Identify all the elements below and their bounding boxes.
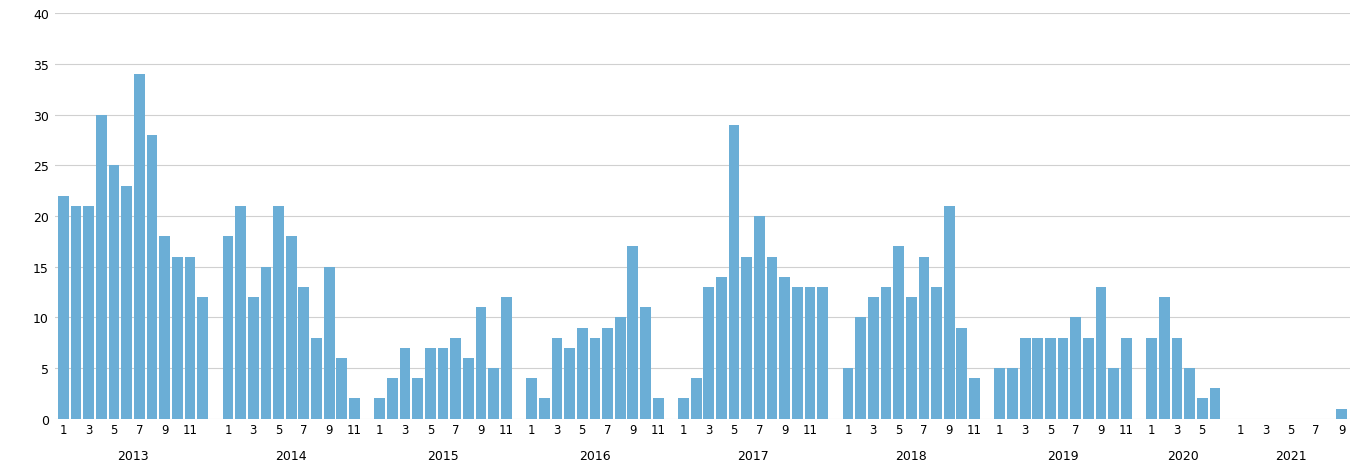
Bar xyxy=(501,298,512,419)
Bar xyxy=(286,237,296,419)
Bar xyxy=(83,207,94,419)
Bar xyxy=(653,399,663,419)
Bar xyxy=(1337,409,1346,419)
Bar xyxy=(1020,338,1031,419)
Bar xyxy=(1198,399,1207,419)
Bar xyxy=(577,328,588,419)
Text: 2016: 2016 xyxy=(580,449,611,462)
Bar xyxy=(299,288,310,419)
Bar xyxy=(95,115,106,419)
Bar xyxy=(640,307,651,419)
Bar xyxy=(349,399,360,419)
Bar xyxy=(893,247,904,419)
Bar xyxy=(1146,338,1157,419)
Bar xyxy=(932,288,943,419)
Bar xyxy=(184,257,195,419)
Bar xyxy=(1210,388,1221,419)
Bar xyxy=(678,399,689,419)
Bar xyxy=(235,207,246,419)
Bar xyxy=(1172,338,1183,419)
Bar xyxy=(400,348,411,419)
Bar xyxy=(109,166,120,419)
Bar xyxy=(1095,288,1106,419)
Bar xyxy=(1045,338,1056,419)
Bar xyxy=(551,338,562,419)
Bar xyxy=(476,307,487,419)
Text: 2019: 2019 xyxy=(1048,449,1079,462)
Bar xyxy=(323,267,334,419)
Bar xyxy=(438,348,449,419)
Bar xyxy=(855,318,866,419)
Bar xyxy=(311,338,322,419)
Bar xyxy=(817,288,828,419)
Bar xyxy=(1033,338,1043,419)
Bar xyxy=(754,217,765,419)
Bar xyxy=(1109,368,1118,419)
Bar xyxy=(121,186,132,419)
Bar xyxy=(71,207,82,419)
Bar xyxy=(918,257,929,419)
Bar xyxy=(1184,368,1195,419)
Bar xyxy=(944,207,955,419)
Bar xyxy=(1057,338,1068,419)
Bar xyxy=(868,298,878,419)
Bar xyxy=(779,277,790,419)
Bar xyxy=(198,298,207,419)
Bar xyxy=(994,368,1005,419)
Bar xyxy=(462,358,473,419)
Bar xyxy=(881,288,891,419)
Bar xyxy=(172,257,183,419)
Bar xyxy=(565,348,576,419)
Bar xyxy=(615,318,626,419)
Bar xyxy=(412,378,423,419)
Bar xyxy=(728,126,739,419)
Bar xyxy=(843,368,854,419)
Bar xyxy=(248,298,259,419)
Bar xyxy=(906,298,917,419)
Bar xyxy=(374,399,385,419)
Bar xyxy=(970,378,979,419)
Bar xyxy=(1159,298,1170,419)
Bar xyxy=(261,267,271,419)
Text: 2014: 2014 xyxy=(276,449,307,462)
Bar xyxy=(387,378,398,419)
Bar xyxy=(602,328,612,419)
Bar xyxy=(956,328,967,419)
Bar xyxy=(222,237,233,419)
Bar xyxy=(337,358,348,419)
Bar xyxy=(160,237,170,419)
Text: 2017: 2017 xyxy=(737,449,769,462)
Bar xyxy=(690,378,701,419)
Bar xyxy=(450,338,461,419)
Bar xyxy=(792,288,803,419)
Bar xyxy=(627,247,638,419)
Text: 2018: 2018 xyxy=(895,449,928,462)
Bar xyxy=(767,257,777,419)
Bar xyxy=(273,207,284,419)
Text: 2021: 2021 xyxy=(1275,449,1307,462)
Bar xyxy=(704,288,715,419)
Bar xyxy=(1083,338,1094,419)
Bar xyxy=(59,197,68,419)
Bar xyxy=(1071,318,1082,419)
Bar xyxy=(1007,368,1018,419)
Bar xyxy=(742,257,752,419)
Bar xyxy=(539,399,550,419)
Bar xyxy=(805,288,816,419)
Bar xyxy=(589,338,600,419)
Bar xyxy=(527,378,537,419)
Bar xyxy=(488,368,499,419)
Text: 2013: 2013 xyxy=(117,449,149,462)
Text: 2020: 2020 xyxy=(1168,449,1199,462)
Bar xyxy=(716,277,727,419)
Bar xyxy=(146,136,157,419)
Bar xyxy=(1121,338,1132,419)
Text: 2015: 2015 xyxy=(427,449,458,462)
Bar xyxy=(426,348,435,419)
Bar xyxy=(134,75,145,419)
